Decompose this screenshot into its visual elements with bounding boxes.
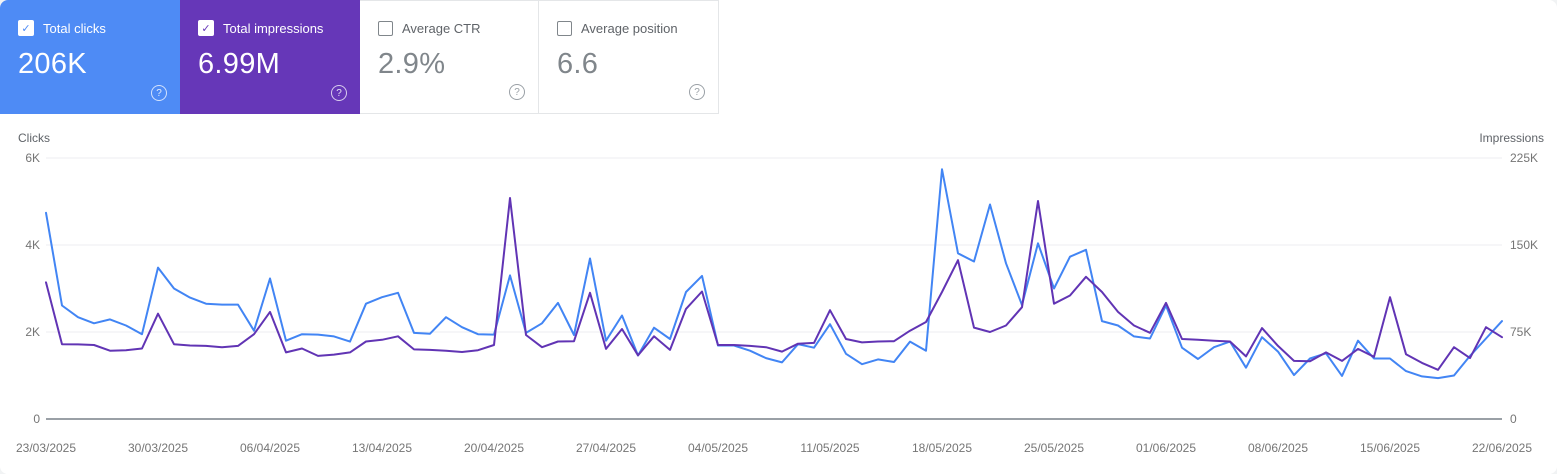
metric-cards-row: Total clicks 206K ? Total impressions 6.…	[0, 0, 1557, 114]
x-axis-tick-label: 20/04/2025	[463, 441, 525, 455]
right-axis-tick: 150K	[1510, 238, 1539, 252]
x-axis-tick-label: 27/04/2025	[575, 441, 637, 455]
line-chart-canvas	[45, 157, 1503, 420]
total-impressions-checkbox[interactable]	[198, 20, 214, 36]
metric-card-value: 206K	[18, 48, 87, 80]
x-axis-tick-label: 30/03/2025	[127, 441, 189, 455]
metric-card-total-clicks[interactable]: Total clicks 206K ?	[0, 0, 180, 114]
x-axis-tick-label: 08/06/2025	[1247, 441, 1309, 455]
right-axis-tick: 0	[1510, 412, 1517, 426]
help-icon[interactable]: ?	[509, 84, 525, 100]
performance-chart[interactable]: Clicks Impressions 6K 4K 2K 0 225K 150K …	[0, 114, 1557, 474]
x-axis-tick-label: 15/06/2025	[1359, 441, 1421, 455]
x-axis-tick-label: 23/03/2025	[15, 441, 77, 455]
average-position-checkbox[interactable]	[557, 21, 572, 36]
metric-card-label: Average CTR	[402, 21, 481, 36]
metric-card-value: 6.6	[557, 48, 599, 80]
metric-card-average-ctr[interactable]: Average CTR 2.9% ?	[360, 0, 539, 114]
x-axis-tick-label: 25/05/2025	[1023, 441, 1085, 455]
metric-card-total-impressions[interactable]: Total impressions 6.99M ?	[180, 0, 360, 114]
left-axis-tick: 4K	[25, 238, 40, 252]
total-clicks-checkbox[interactable]	[18, 20, 34, 36]
right-axis-tick: 225K	[1510, 151, 1539, 165]
metric-card-label: Average position	[581, 21, 678, 36]
help-icon[interactable]: ?	[331, 85, 347, 101]
right-axis-title: Impressions	[1479, 131, 1544, 145]
metric-card-label: Total clicks	[43, 20, 106, 36]
series-total-impressions	[45, 197, 1503, 371]
x-axis-tick-label: 06/04/2025	[239, 441, 301, 455]
x-axis-tick-label: 04/05/2025	[687, 441, 749, 455]
right-axis-tick: 75K	[1510, 325, 1532, 339]
x-axis-tick-label: 11/05/2025	[800, 441, 860, 455]
metric-card-label: Total impressions	[223, 20, 324, 36]
help-icon[interactable]: ?	[151, 85, 167, 101]
average-ctr-checkbox[interactable]	[378, 21, 393, 36]
x-axis-tick-label: 18/05/2025	[911, 441, 973, 455]
x-axis-tick-label: 01/06/2025	[1135, 441, 1197, 455]
left-axis-tick: 0	[33, 412, 40, 426]
metric-card-average-position[interactable]: Average position 6.6 ?	[539, 0, 719, 114]
metric-card-value: 2.9%	[378, 48, 446, 80]
metric-card-value: 6.99M	[198, 48, 281, 80]
left-axis-tick: 2K	[25, 325, 40, 339]
help-icon[interactable]: ?	[689, 84, 705, 100]
x-axis-tick-label: 13/04/2025	[351, 441, 413, 455]
left-axis-title: Clicks	[18, 131, 50, 145]
x-axis-tick-label: 22/06/2025	[1471, 441, 1533, 455]
series-total-clicks	[45, 168, 1503, 380]
left-axis-tick: 6K	[25, 151, 40, 165]
